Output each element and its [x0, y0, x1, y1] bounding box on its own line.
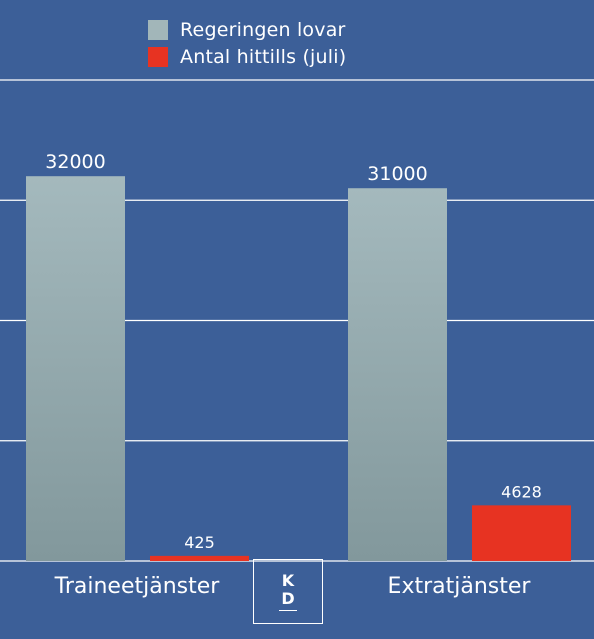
logo-underline — [279, 610, 297, 611]
data-labels: 32000 425 31000 4628 — [45, 151, 542, 552]
legend-label-promised: Regeringen lovar — [180, 19, 346, 41]
legend: Regeringen lovar Antal hittills (juli) — [148, 18, 346, 72]
legend-item-actual: Antal hittills (juli) — [148, 45, 346, 69]
data-label-actual-1: 4628 — [501, 482, 542, 501]
legend-label-actual: Antal hittills (juli) — [180, 46, 347, 68]
category-label-extratjanster: Extratjänster — [387, 574, 531, 599]
logo-letter-d: D — [281, 589, 295, 608]
data-label-promised-1: 31000 — [367, 163, 427, 185]
bar-actual-0 — [150, 555, 249, 561]
bar-actual-1 — [472, 505, 571, 561]
bar-promised-1 — [348, 188, 447, 561]
logo-letter-k: K — [281, 571, 295, 590]
bars — [26, 176, 571, 561]
kd-logo: K D — [253, 559, 323, 624]
bar-promised-0 — [26, 176, 125, 561]
data-label-actual-0: 425 — [184, 533, 215, 552]
legend-swatch-actual — [148, 47, 168, 67]
legend-swatch-promised — [148, 20, 168, 40]
category-label-traineetjanster: Traineetjänster — [54, 574, 220, 599]
legend-item-promised: Regeringen lovar — [148, 18, 346, 42]
data-label-promised-0: 32000 — [45, 151, 105, 173]
